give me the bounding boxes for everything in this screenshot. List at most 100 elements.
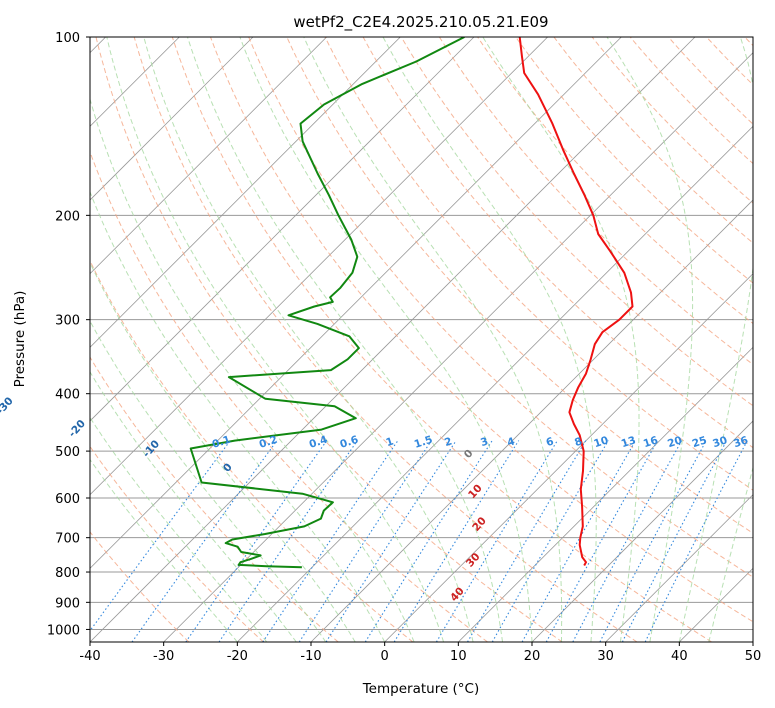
mixing-ratio-line: [621, 440, 728, 642]
dry-adiabat-line: [95, 37, 563, 642]
dry-adiabat-line: [324, 37, 753, 491]
isotherm-line: [163, 52, 753, 642]
mixing-ratio-label: 0.6: [338, 434, 359, 451]
mixing-ratio-label: 6: [545, 435, 556, 449]
x-tick-label: 20: [524, 649, 541, 664]
isotherm-line: [90, 37, 327, 275]
dry-adiabat-line: [362, 37, 753, 449]
mixing-ratio-label: 25: [691, 434, 709, 450]
y-tick-label: 600: [55, 492, 80, 507]
isotherm-line: [237, 125, 753, 642]
mixing-ratio-line: [90, 440, 231, 632]
moist-adiabat-line: [606, 37, 694, 642]
x-tick-label: 50: [745, 649, 762, 664]
mixing-ratio-label: 0.2: [258, 434, 279, 451]
moist-adiabat-line: [708, 465, 753, 642]
dry-adiabat-line: [477, 37, 753, 325]
moist-adiabat-line: [106, 37, 445, 642]
moist-adiabat-line: [187, 37, 503, 642]
mixing-ratio-line: [599, 440, 707, 642]
mixing-ratio-line: [298, 440, 432, 642]
y-tick-label: 800: [55, 566, 80, 581]
y-tick-label: 1000: [47, 623, 80, 638]
mixing-ratio-label: 36: [732, 434, 750, 450]
chart-title: wetPf2_C2E4.2025.210.05.21.E09: [293, 13, 548, 32]
moist-adiabat-line: [143, 37, 474, 642]
mixing-ratio-label: 20: [666, 434, 684, 450]
mixing-ratio-line: [491, 440, 609, 642]
mixing-ratio-line: [185, 440, 328, 642]
dry-adiabat-line: [553, 37, 753, 244]
mixing-ratio-label: 8: [573, 435, 584, 449]
mixing-ratio-line: [467, 440, 587, 642]
mixing-ratio-line: [644, 440, 748, 642]
dry-adiabat-line: [591, 37, 753, 204]
dry-adiabat-line: [133, 37, 638, 642]
x-tick-label: -10: [300, 649, 321, 664]
y-tick-label: 100: [55, 31, 80, 46]
dry-adiabat-line: [90, 150, 488, 642]
x-tick-label: -30: [153, 649, 174, 664]
x-axis-label: Temperature (°C): [362, 681, 480, 697]
moist-adiabat-line: [90, 458, 238, 642]
dry-adiabat-line: [438, 37, 753, 366]
dry-adiabat-line: [171, 37, 712, 642]
isotherm-line: [90, 37, 548, 496]
isotherm-line: [458, 346, 753, 642]
x-tick-label: -20: [227, 649, 248, 664]
isotherm-line: [90, 37, 696, 642]
dry-adiabat-line: [90, 531, 190, 642]
mixing-ratio-label: 13: [620, 434, 638, 450]
dry-adiabat-line: [400, 37, 753, 407]
x-tick-label: 40: [671, 649, 688, 664]
isotherm-line: [90, 37, 401, 348]
y-axis-label: Pressure (hPa): [12, 291, 28, 388]
isotherm-line: [90, 37, 254, 201]
y-tick-label: 500: [55, 445, 80, 460]
y-tick-label: 400: [55, 388, 80, 403]
dry-adiabat-line: [248, 37, 753, 578]
isotherm-line: [605, 494, 753, 642]
isotherm-line: [90, 37, 475, 422]
mixing-ratio-label: 0.1: [211, 434, 232, 451]
mixing-ratio-label: 1: [384, 435, 395, 449]
y-tick-label: 700: [55, 532, 80, 547]
x-tick-label: 30: [597, 649, 614, 664]
mixing-ratio-label: 2: [443, 435, 454, 449]
mixing-ratio-label: 30: [711, 434, 729, 450]
dry-adiabat-line: [90, 259, 414, 642]
dewpoint-trace: [189, 37, 465, 569]
mixing-ratio-line: [218, 440, 358, 642]
sounding-traces: [189, 37, 634, 569]
mixing-ratio-label: 1.5: [413, 434, 434, 451]
moist-adiabat-line: [678, 37, 753, 642]
temperature-trace: [518, 37, 634, 566]
y-tick-label: 300: [55, 314, 80, 329]
mixing-ratio-label: 3: [479, 435, 490, 449]
mixing-ratio-line: [435, 440, 558, 642]
moist-adiabat-line: [482, 37, 640, 642]
y-tick-label: 200: [55, 209, 80, 224]
axis-ticks: -40 -30 -20 -10 0 10 20 30 40 5010020030040050060…: [47, 31, 761, 664]
x-tick-label: -40: [79, 649, 100, 664]
mixing-ratio-label: 0.4: [308, 434, 329, 451]
mixing-ratio-line: [131, 440, 278, 642]
isotherm-line: [90, 37, 622, 569]
dry-adiabat-line: [210, 37, 753, 623]
mixing-ratio-label: 4: [506, 435, 517, 449]
moist-adiabat-line: [303, 37, 563, 642]
dry-adiabat-line: [286, 37, 753, 534]
y-tick-label: 900: [55, 596, 80, 611]
isotherm-line: [531, 420, 753, 642]
mixing-ratio-line: [262, 440, 399, 642]
x-tick-label: 0: [381, 649, 389, 664]
moist-adiabat-line: [90, 416, 268, 642]
isotherm-line: [384, 273, 753, 642]
mixing-ratio-line: [393, 440, 520, 642]
moist-adiabat-line: [239, 37, 533, 642]
moist-adiabat-line: [90, 320, 327, 642]
x-tick-label: 10: [450, 649, 467, 664]
moist-adiabat-line: [382, 37, 597, 642]
background-lines: [90, 37, 753, 642]
